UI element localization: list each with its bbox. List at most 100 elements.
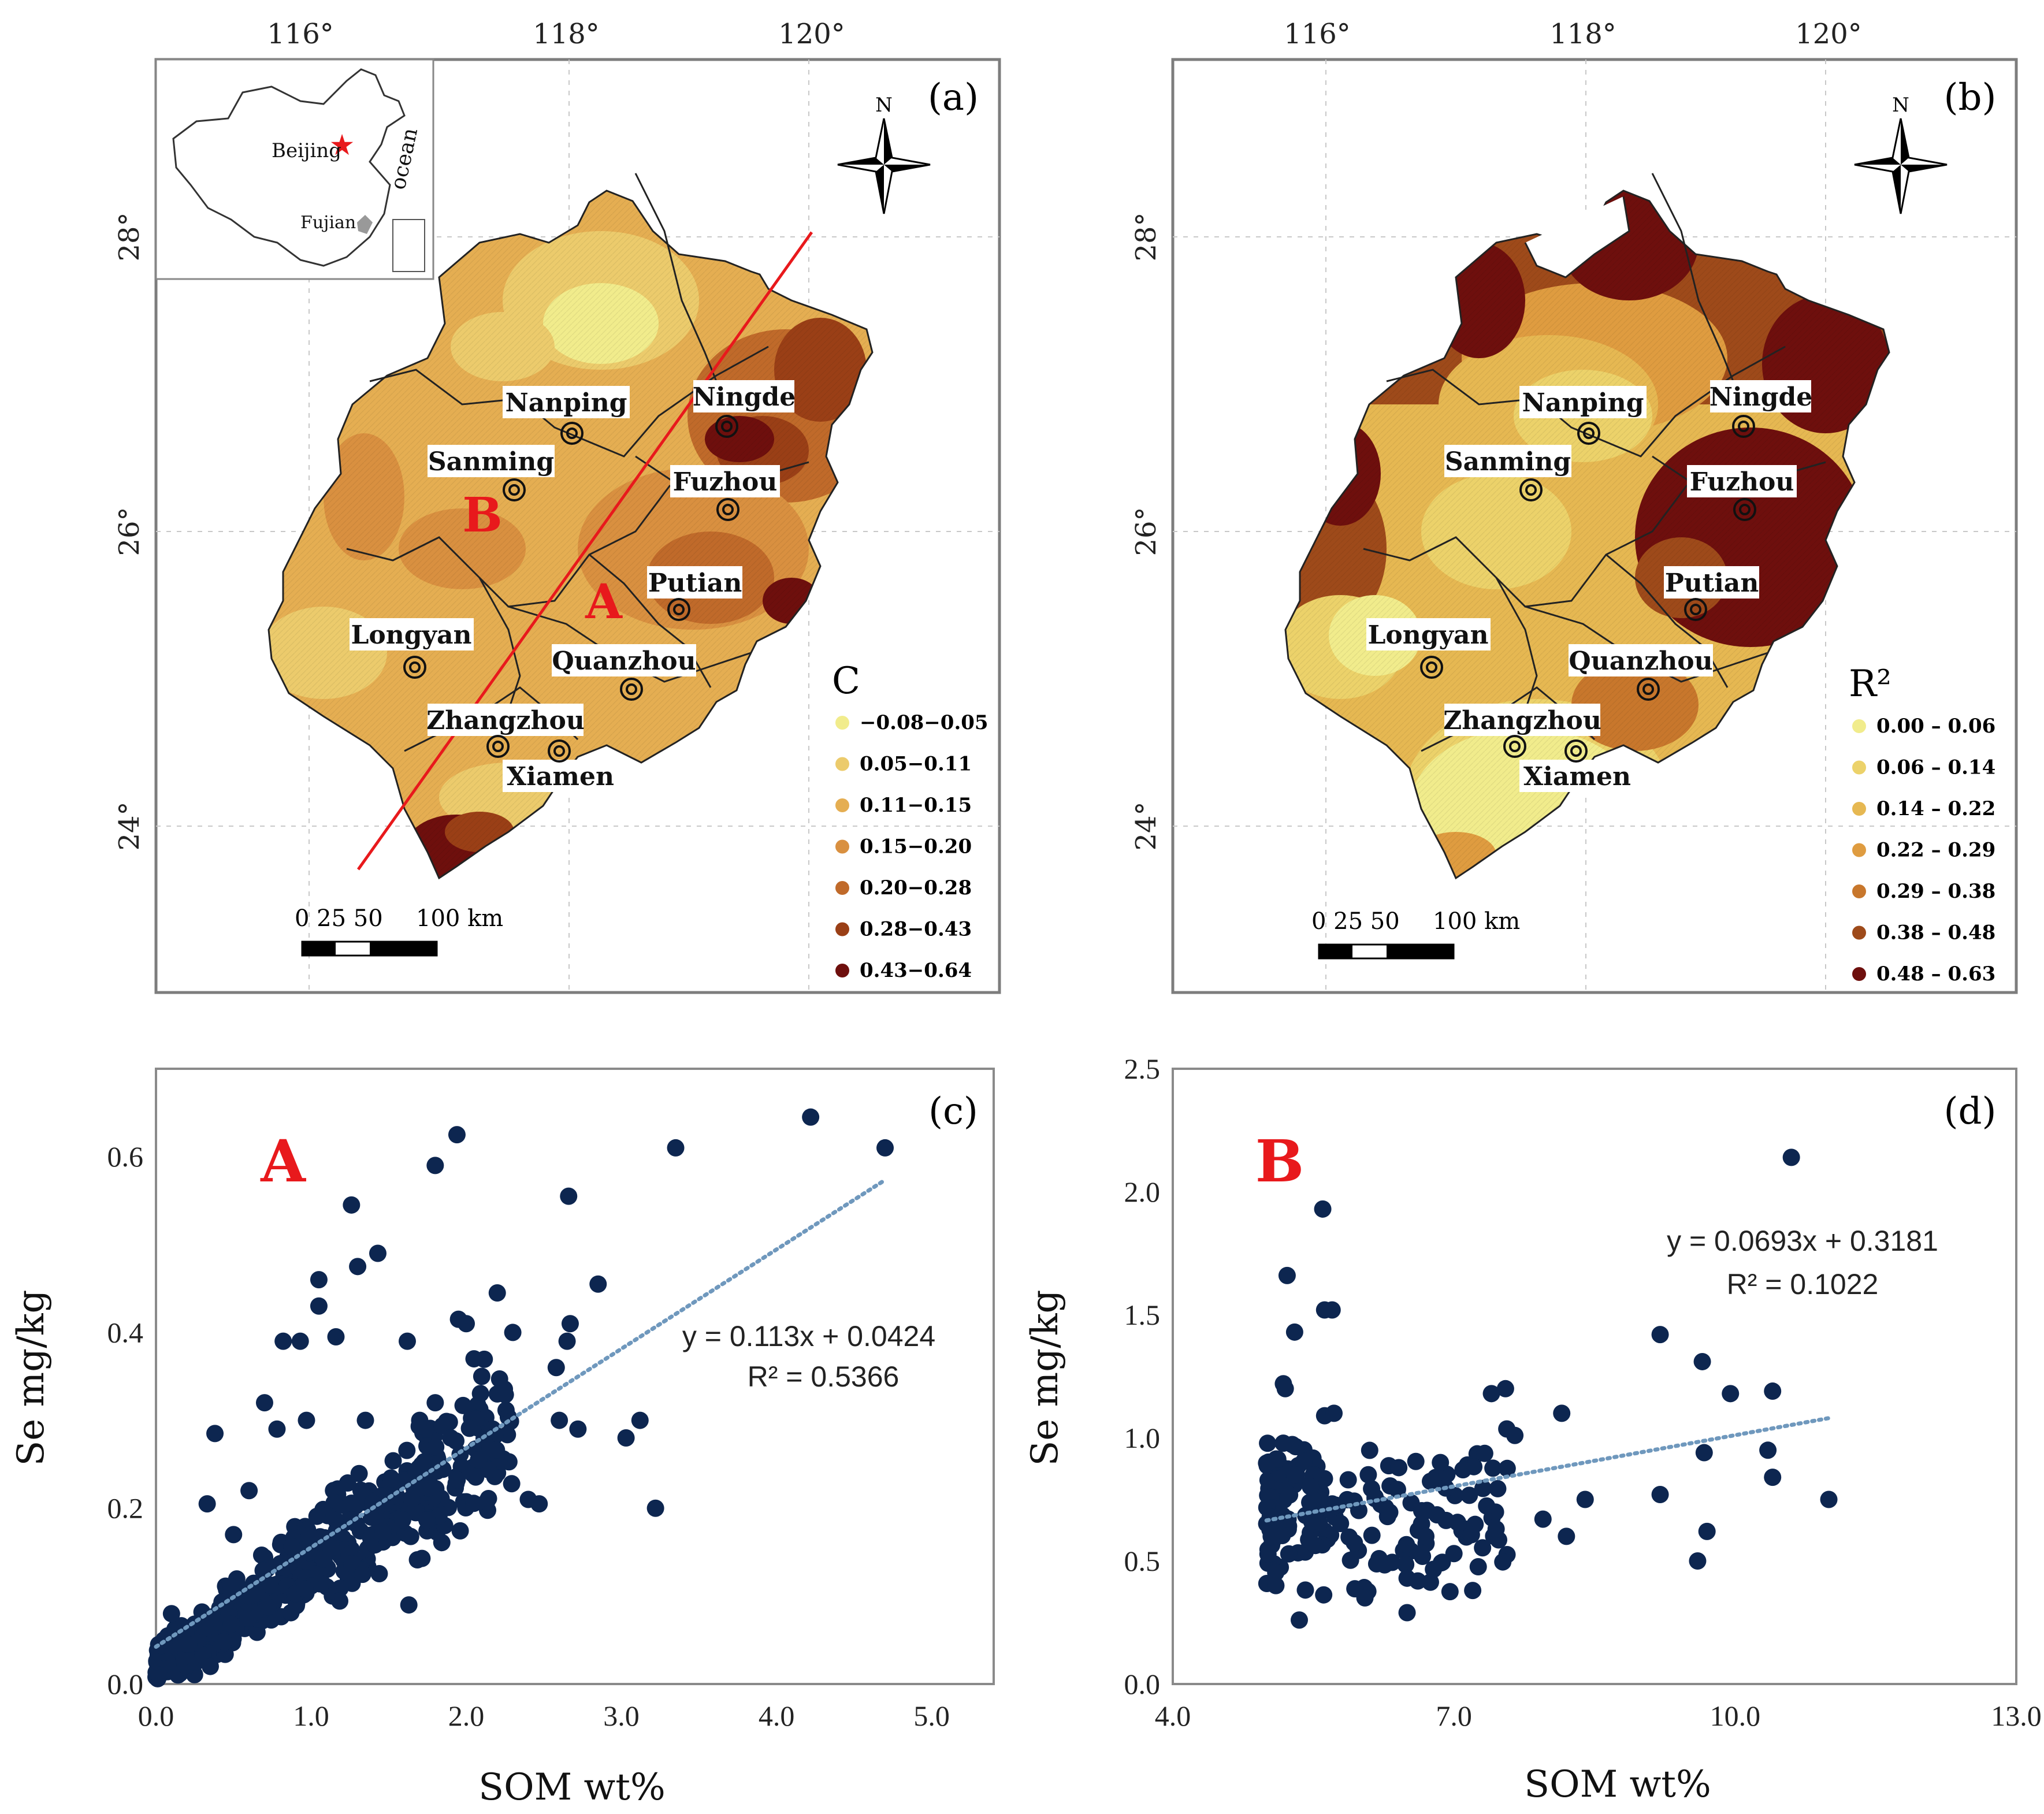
legend-a-swatch: [835, 964, 849, 977]
scatter-c-point: [415, 1453, 433, 1471]
scatter-c-point: [802, 1108, 820, 1126]
city-markers: [1420, 415, 1756, 763]
legend-a-swatch: [835, 798, 849, 812]
lon-label: 118°: [1549, 18, 1616, 50]
scatter-d-point: [1359, 1466, 1377, 1484]
legend-b-swatch: [1852, 760, 1866, 775]
scatter-c-point: [667, 1139, 685, 1157]
scatter-c-point: [349, 1258, 367, 1276]
scatter-c-point: [560, 1187, 578, 1205]
scatter-d-point: [1466, 1515, 1484, 1533]
scatter-d-y-tick: 2.5: [1124, 1053, 1161, 1085]
scatter-d-point: [1361, 1441, 1378, 1459]
scatter-d-point: [1303, 1512, 1321, 1530]
scatter-c-panel: 0.0 1.0 2.0 3.0 4.0 5.0 0.0 0.2 0.4 0.6 (c) A y …: [10, 1068, 995, 1809]
beijing-star-icon: ★: [329, 128, 355, 162]
scatter-c-point: [356, 1411, 374, 1429]
city-label-putian: Putian: [1665, 568, 1759, 598]
scatter-d-point: [1325, 1404, 1343, 1422]
scatter-c-point: [300, 1544, 318, 1562]
scatter-c-point: [274, 1332, 292, 1350]
scatter-d-point: [1390, 1459, 1408, 1477]
scatter-d-point: [1296, 1581, 1314, 1599]
city-label-putian: Putian: [648, 568, 742, 598]
scatter-c-point: [308, 1507, 326, 1525]
scatter-d-point: [1553, 1404, 1571, 1422]
scatter-d-point: [1259, 1545, 1277, 1563]
scatter-d-point: [1489, 1480, 1507, 1497]
scatter-c-point: [646, 1499, 664, 1517]
panel-d-label: (d): [1944, 1090, 1997, 1133]
scatter-c-point: [327, 1328, 345, 1346]
scale-ticks: 0 25 50: [1311, 908, 1400, 935]
scatter-d-point: [1454, 1461, 1472, 1479]
legend-b-item-label: 0.38 – 0.48: [1876, 921, 1995, 945]
scatter-d-trendline: [1264, 1416, 1831, 1523]
lat-label: 26°: [113, 507, 146, 556]
scatter-d-point: [1300, 1530, 1318, 1548]
legend-b-swatch: [1852, 925, 1866, 940]
lon-label: 116°: [1284, 18, 1351, 50]
scatter-c-point: [202, 1609, 220, 1627]
scatter-d-point: [1285, 1323, 1303, 1341]
scatter-c-point: [374, 1523, 392, 1541]
scatter-d-frame: [1172, 1068, 2017, 1685]
scatter-d-point: [1820, 1490, 1838, 1508]
scale-ticks: 0 25 50: [295, 905, 383, 932]
scatter-c-point: [162, 1605, 180, 1623]
scatter-c-trendline: [154, 1177, 887, 1649]
scatter-d-point: [1315, 1586, 1333, 1604]
scatter-c-point: [198, 1495, 216, 1513]
scatter-d-point: [1764, 1382, 1782, 1400]
scatter-d-point: [1448, 1514, 1466, 1532]
scatter-d-point: [1498, 1459, 1516, 1477]
scatter-c-point: [215, 1633, 233, 1651]
legend-a-item-label: 0.05−0.11: [860, 753, 972, 776]
scatter-c-point: [330, 1592, 348, 1610]
scatter-c-point: [426, 1394, 444, 1412]
city-label-fuzhou: Fuzhou: [1690, 467, 1794, 497]
scatter-d-point: [1651, 1485, 1669, 1503]
scatter-d-point: [1356, 1589, 1374, 1607]
lat-label: 28°: [113, 212, 146, 261]
zone-divider-line: [356, 231, 813, 871]
scatter-d-point: [1445, 1545, 1463, 1563]
scatter-d-y-tick: 1.5: [1124, 1299, 1161, 1331]
scatter-c-point: [393, 1511, 411, 1529]
city-label-fuzhou: Fuzhou: [673, 467, 778, 497]
scatter-d-point: [1267, 1564, 1285, 1582]
legend-b-item-label: 0.00 – 0.06: [1876, 715, 1995, 738]
legend-b-item-label: 0.29 – 0.38: [1876, 880, 1995, 903]
scatter-d-point: [1332, 1515, 1350, 1533]
scatter-d-point: [1695, 1444, 1713, 1462]
scatter-c-point: [589, 1275, 607, 1293]
scatter-d-point: [1432, 1454, 1450, 1471]
scatter-c-point: [388, 1488, 406, 1506]
scatter-d-point: [1476, 1444, 1493, 1462]
scatter-d-y-tick: 0.5: [1124, 1545, 1161, 1577]
north-arrow-icon: N: [1854, 94, 1948, 214]
scatter-d-point: [1534, 1510, 1552, 1528]
map-a-legend: C −0.08−0.05 0.05−0.11 0.11−0.15 0.15−0.20 0…: [832, 660, 988, 982]
scatter-c-point: [876, 1139, 894, 1157]
lon-label: 116°: [267, 18, 334, 50]
scatter-c-point: [350, 1464, 368, 1482]
city-label-longyan: Longyan: [351, 620, 471, 650]
legend-a-item-label: 0.43−0.64: [860, 959, 972, 982]
legend-a-item-label: −0.08−0.05: [860, 711, 988, 734]
scatter-d-point: [1274, 1434, 1292, 1452]
legend-a-swatch: [835, 716, 849, 730]
scatter-d-point: [1339, 1471, 1357, 1489]
city-label-sanming: Sanming: [1445, 447, 1571, 477]
scatter-c-point: [448, 1126, 466, 1144]
scatter-d-point: [1281, 1486, 1299, 1504]
legend-b-title: R²: [1849, 663, 1891, 705]
scatter-d-y-tick: 1.0: [1124, 1422, 1161, 1454]
scatter-c-point: [408, 1551, 426, 1568]
legend-a-item-label: 0.15−0.20: [860, 835, 972, 858]
scatter-d-point: [1363, 1526, 1381, 1544]
panel-a-label: (a): [928, 76, 979, 119]
scatter-c-y-tick: 0.2: [107, 1492, 144, 1525]
lat-label: 24°: [113, 801, 146, 850]
scatter-d-point: [1413, 1502, 1430, 1520]
